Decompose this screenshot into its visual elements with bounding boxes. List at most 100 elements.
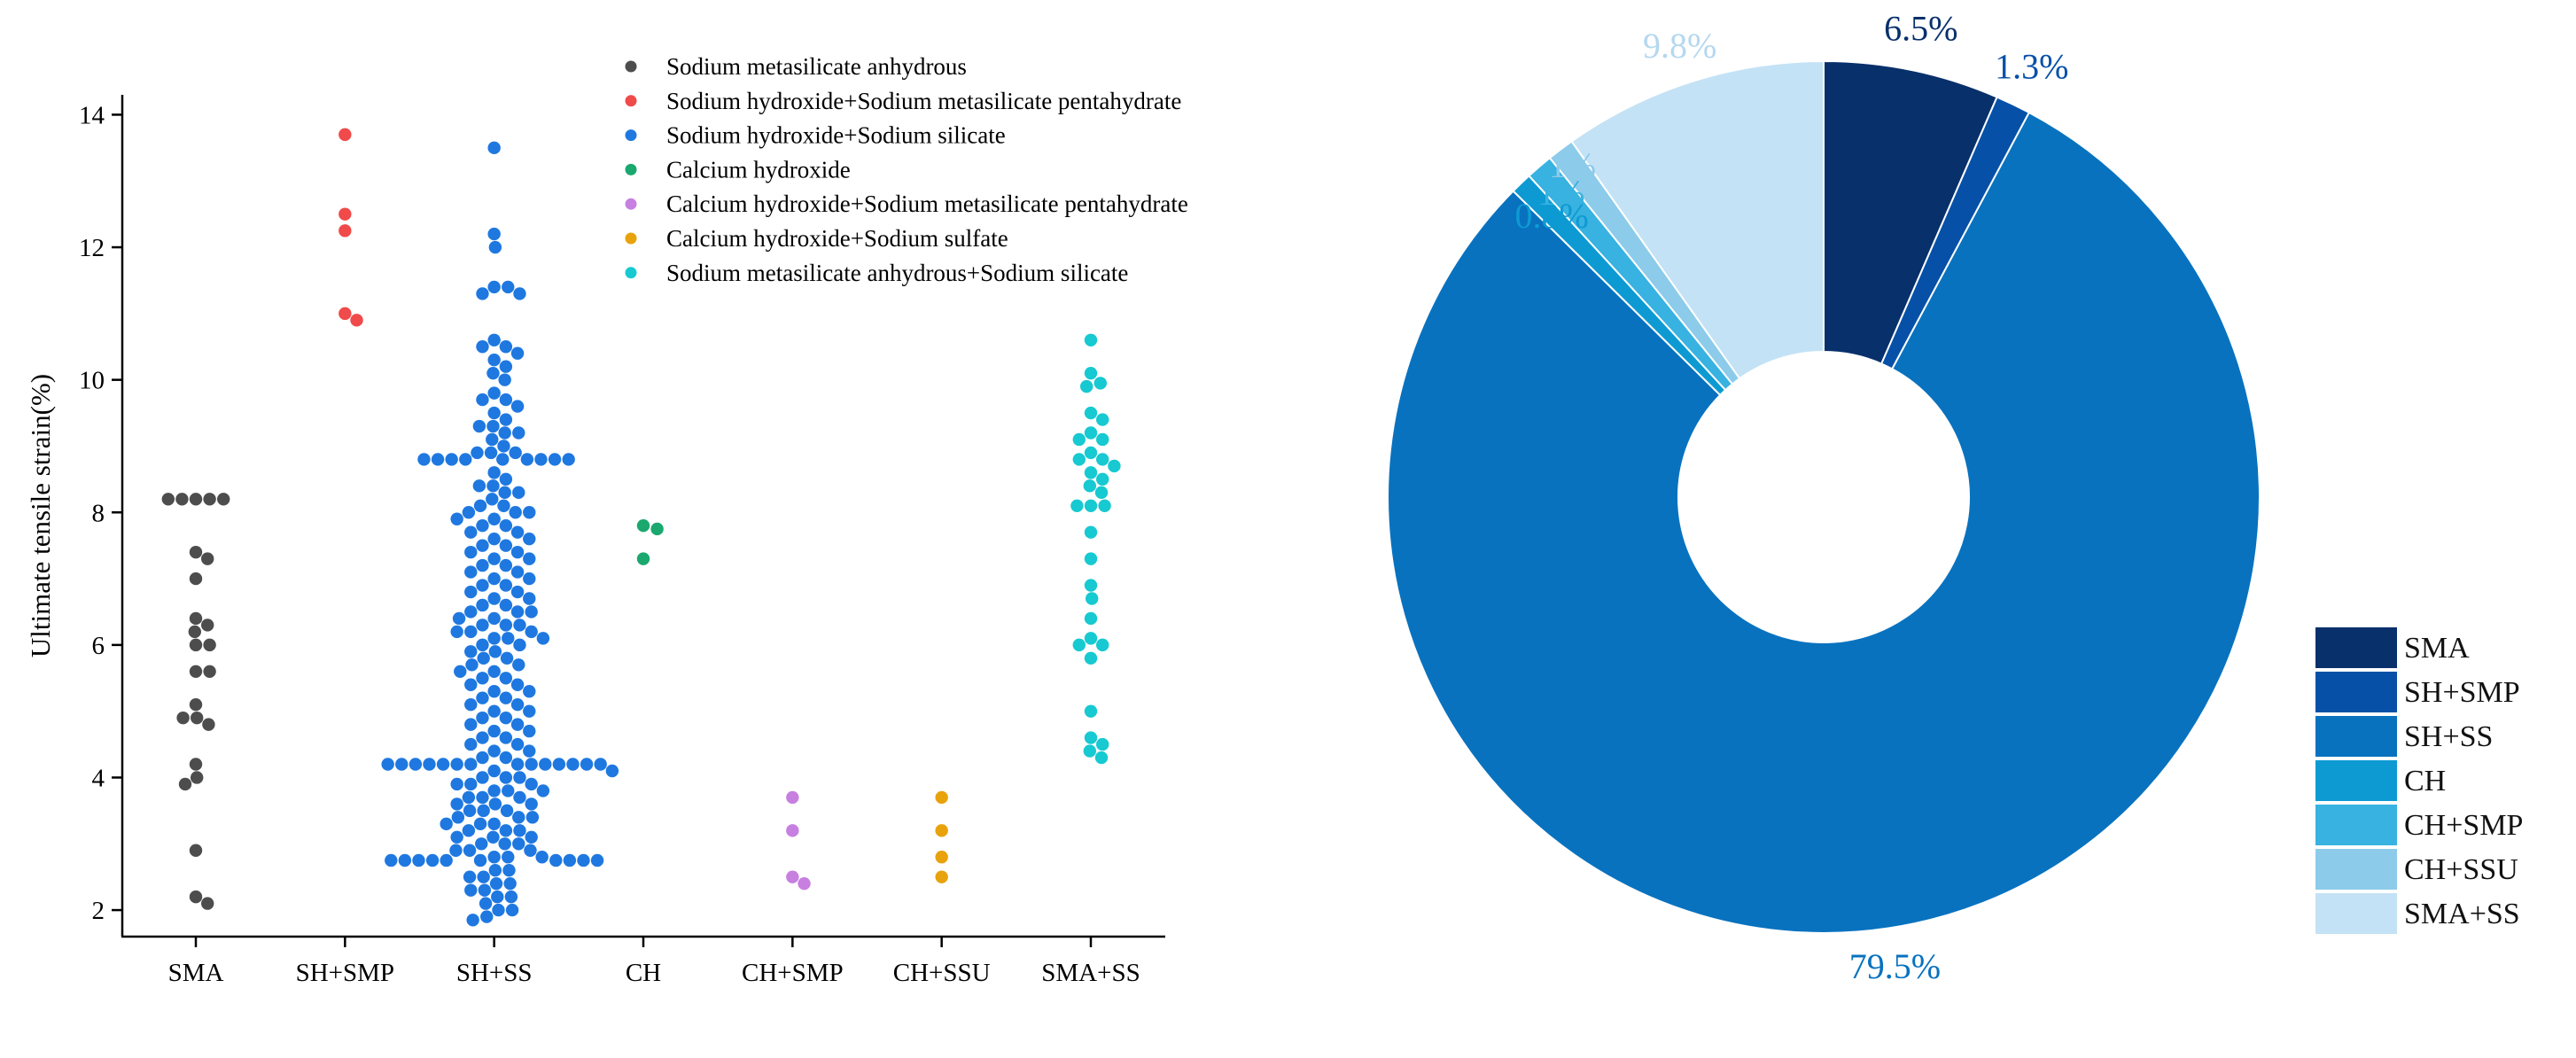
donut-label-sh-ss: 79.5% bbox=[1849, 946, 1941, 986]
data-point-sh-ss bbox=[464, 678, 478, 691]
data-point-sma-ss bbox=[1098, 499, 1111, 512]
data-point-sma-ss bbox=[1108, 459, 1121, 473]
data-point-sma-ss bbox=[1084, 525, 1098, 539]
data-point-sh-ss bbox=[450, 777, 463, 791]
data-point-sh-ss bbox=[487, 592, 501, 605]
data-point-sh-ss bbox=[499, 824, 513, 837]
data-point-sma-ss bbox=[1084, 466, 1098, 479]
data-point-ch bbox=[636, 519, 650, 533]
data-point-sh-ss bbox=[499, 472, 513, 486]
data-point-sma-ss bbox=[1084, 731, 1098, 744]
data-point-sma-ss bbox=[1084, 611, 1098, 626]
data-point-sh-ss bbox=[464, 737, 478, 751]
data-point-sh-ss bbox=[497, 440, 510, 453]
data-point-sma bbox=[178, 777, 192, 791]
data-point-sh-ss bbox=[487, 354, 501, 367]
data-point-sh-ss bbox=[499, 751, 513, 765]
data-point-sh-ss bbox=[459, 453, 472, 466]
x-tick-label-sh-smp: SH+SMP bbox=[296, 959, 394, 987]
data-point-sma-ss bbox=[1084, 704, 1098, 718]
legend-label-sh-smp: Sodium hydroxide+Sodium metasilicate pen… bbox=[666, 88, 1181, 114]
legend-text-ch-smp: CH+SMP bbox=[2404, 809, 2523, 842]
data-point-sh-ss bbox=[513, 287, 526, 300]
data-point-sh-ss bbox=[487, 141, 501, 155]
donut-legend: SMA SH+SMP SH+SS CH CH+SMP CH+SSU SMA+SS bbox=[2315, 627, 2523, 934]
data-point-sh-ss bbox=[512, 837, 525, 851]
donut-labels: 6.5%1.3%79.5%0.8%1%1%9.8% bbox=[1514, 8, 2068, 986]
data-point-sh-ss bbox=[512, 486, 525, 500]
data-point-sh-ss bbox=[512, 811, 525, 824]
data-point-sma-ss bbox=[1096, 453, 1109, 466]
data-point-sma bbox=[189, 638, 203, 652]
data-point-sma bbox=[191, 711, 204, 725]
data-point-sh-ss bbox=[488, 863, 502, 877]
data-point-sh-ss bbox=[476, 691, 489, 704]
legend-swatch-ch bbox=[2315, 760, 2397, 801]
data-point-sh-ss bbox=[450, 797, 463, 811]
data-point-sma bbox=[189, 697, 203, 712]
data-point-sh-ss bbox=[502, 851, 515, 864]
data-point-sma-ss bbox=[1083, 744, 1097, 758]
data-point-sh-ss bbox=[510, 346, 525, 360]
data-point-sma-ss bbox=[1084, 366, 1098, 380]
x-tick-label-sh-ss: SH+SS bbox=[456, 959, 533, 987]
donut-label-ch: 0.8% bbox=[1514, 196, 1588, 236]
data-point-ch-ssu bbox=[935, 870, 948, 883]
data-point-sh-ss bbox=[489, 876, 503, 891]
data-point-sma-ss bbox=[1084, 426, 1098, 440]
data-point-sh-ss bbox=[520, 453, 534, 466]
data-point-sh-ss bbox=[523, 506, 536, 519]
data-point-sh-ss bbox=[504, 890, 518, 904]
x-tick-label-sma-ss: SMA+SS bbox=[1041, 959, 1140, 987]
data-point-sh-ss bbox=[486, 830, 500, 844]
data-point-sh-ss bbox=[498, 373, 511, 386]
data-point-sh-ss bbox=[523, 572, 536, 586]
data-point-sh-ss bbox=[464, 718, 478, 731]
data-point-sma bbox=[189, 572, 203, 586]
data-point-sh-ss bbox=[525, 797, 538, 811]
data-point-sh-ss bbox=[464, 625, 478, 639]
data-point-sh-smp bbox=[350, 314, 363, 327]
swarm-chart: Ultimate tensile strain(%) 2 4 6 8 10 12 14 SM… bbox=[25, 53, 1188, 987]
data-point-sh-ss bbox=[513, 790, 526, 805]
x-ticks: SMA SH+SMP SH+SS CH CH+SMP CH+SSU SMA+SS bbox=[168, 937, 1140, 987]
data-point-sh-ss bbox=[431, 453, 445, 466]
data-point-sh-smp bbox=[339, 307, 352, 321]
data-point-sh-ss bbox=[510, 718, 525, 731]
data-point-sh-ss bbox=[487, 817, 501, 831]
data-point-sh-ss bbox=[512, 426, 525, 440]
data-point-sh-ss bbox=[523, 724, 536, 738]
data-point-sh-ss bbox=[450, 758, 463, 771]
legend-label-sma-ss: Sodium metasilicate anhydrous+Sodium sil… bbox=[666, 260, 1128, 286]
data-point-sh-ss bbox=[464, 645, 478, 658]
data-point-sh-ss bbox=[509, 506, 522, 519]
legend-marker-ch-ssu bbox=[625, 232, 637, 245]
swarm-points bbox=[161, 128, 1121, 927]
donut-slice-sh-ss bbox=[1387, 111, 2261, 934]
data-point-sh-ss bbox=[499, 393, 513, 407]
data-point-sma bbox=[188, 625, 201, 639]
data-point-sh-ss bbox=[464, 605, 478, 618]
data-point-sma bbox=[203, 665, 216, 678]
donut-slices bbox=[1387, 59, 2261, 934]
data-point-sh-ss bbox=[477, 870, 490, 883]
data-point-sh-ss bbox=[496, 453, 510, 466]
donut-slice-sma-ss bbox=[1570, 59, 1825, 380]
data-point-sh-ss bbox=[466, 914, 479, 927]
data-point-sh-ss bbox=[476, 539, 489, 552]
data-point-sma bbox=[176, 711, 190, 725]
data-point-sh-ss bbox=[525, 830, 538, 844]
data-point-sh-ss bbox=[488, 240, 502, 254]
legend-swatch-sh-ss bbox=[2315, 716, 2397, 757]
legend-label-ch: Calcium hydroxide bbox=[666, 156, 851, 183]
data-point-sh-ss bbox=[534, 453, 548, 466]
data-point-sh-ss bbox=[436, 758, 450, 771]
data-point-sh-ss bbox=[499, 519, 513, 533]
donut-chart: 6.5%1.3%79.5%0.8%1%1%9.8% SMASH+SMPSH+SS… bbox=[1387, 8, 2523, 986]
data-point-sma bbox=[203, 493, 216, 506]
data-point-sh-ss bbox=[523, 532, 536, 546]
data-point-sh-ss bbox=[499, 539, 513, 552]
data-point-sma-ss bbox=[1096, 472, 1109, 486]
data-point-sh-smp bbox=[339, 128, 352, 142]
